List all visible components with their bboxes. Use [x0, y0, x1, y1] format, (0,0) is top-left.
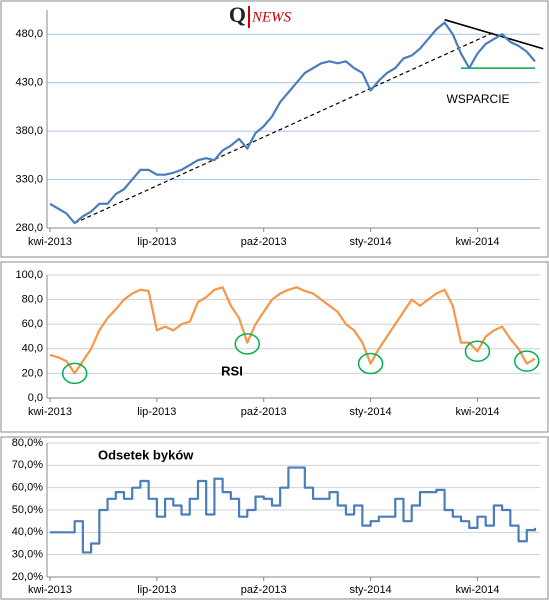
x-tick-label: kwi-2013 [28, 584, 72, 596]
y-tick-label: 60,0% [12, 482, 43, 494]
highlight-circle [357, 352, 384, 375]
x-tick-label: kwi-2013 [28, 236, 72, 248]
panel-border [0, 261, 549, 433]
y-tick-label: 430,0 [15, 77, 43, 89]
y-tick-label: 50,0% [12, 504, 43, 516]
panel-border [0, 0, 549, 258]
series-line [50, 466, 537, 554]
highlight-circle [61, 362, 88, 385]
annotation: RSI [221, 363, 243, 378]
y-tick-label: 380,0 [15, 125, 43, 137]
x-tick-label: paź-2013 [241, 406, 287, 418]
x-tick-label: sty-2014 [349, 406, 391, 418]
x-tick-label: sty-2014 [349, 584, 391, 596]
y-tick-label: 480,0 [15, 28, 43, 40]
trend-line [74, 31, 495, 224]
y-tick-label: 40,0 [22, 343, 43, 355]
x-tick-label: paź-2013 [241, 584, 287, 596]
highlight-circle [514, 350, 540, 372]
x-tick-label: lip-2013 [137, 584, 176, 596]
y-tick-label: 280,0 [15, 222, 43, 234]
trend-line [444, 18, 544, 50]
highlight-circle [464, 340, 491, 363]
x-tick-label: kwi-2014 [455, 584, 499, 596]
y-tick-label: 20,0 [22, 367, 43, 379]
y-tick-label: 70,0% [12, 459, 43, 471]
y-tick-label: 40,0% [12, 526, 43, 538]
x-tick-label: kwi-2014 [455, 406, 499, 418]
x-tick-label: kwi-2013 [28, 406, 72, 418]
y-tick-label: 60,0 [22, 318, 43, 330]
y-tick-label: 80,0 [22, 294, 43, 306]
x-tick-label: lip-2013 [137, 236, 176, 248]
x-tick-label: lip-2013 [137, 406, 176, 418]
y-tick-label: 20,0% [12, 571, 43, 583]
y-tick-label: 80,0% [12, 437, 43, 449]
y-tick-label: 0,0 [28, 392, 43, 404]
panel-border [0, 436, 549, 600]
y-tick-label: 100,0 [15, 269, 43, 281]
x-tick-label: sty-2014 [349, 236, 391, 248]
series-line [49, 286, 536, 375]
series-line [49, 21, 536, 225]
chart-title: Odsetek byków [98, 447, 194, 462]
logo-q: Q [229, 2, 246, 27]
x-tick-label: paź-2013 [241, 236, 287, 248]
y-tick-label: 330,0 [15, 173, 43, 185]
highlight-circle [234, 333, 261, 355]
x-tick-label: kwi-2014 [455, 236, 499, 248]
y-tick-label: 30,0% [12, 549, 43, 561]
annotation: WSPARCIE [446, 92, 509, 106]
logo-news: NEWS [251, 9, 292, 25]
